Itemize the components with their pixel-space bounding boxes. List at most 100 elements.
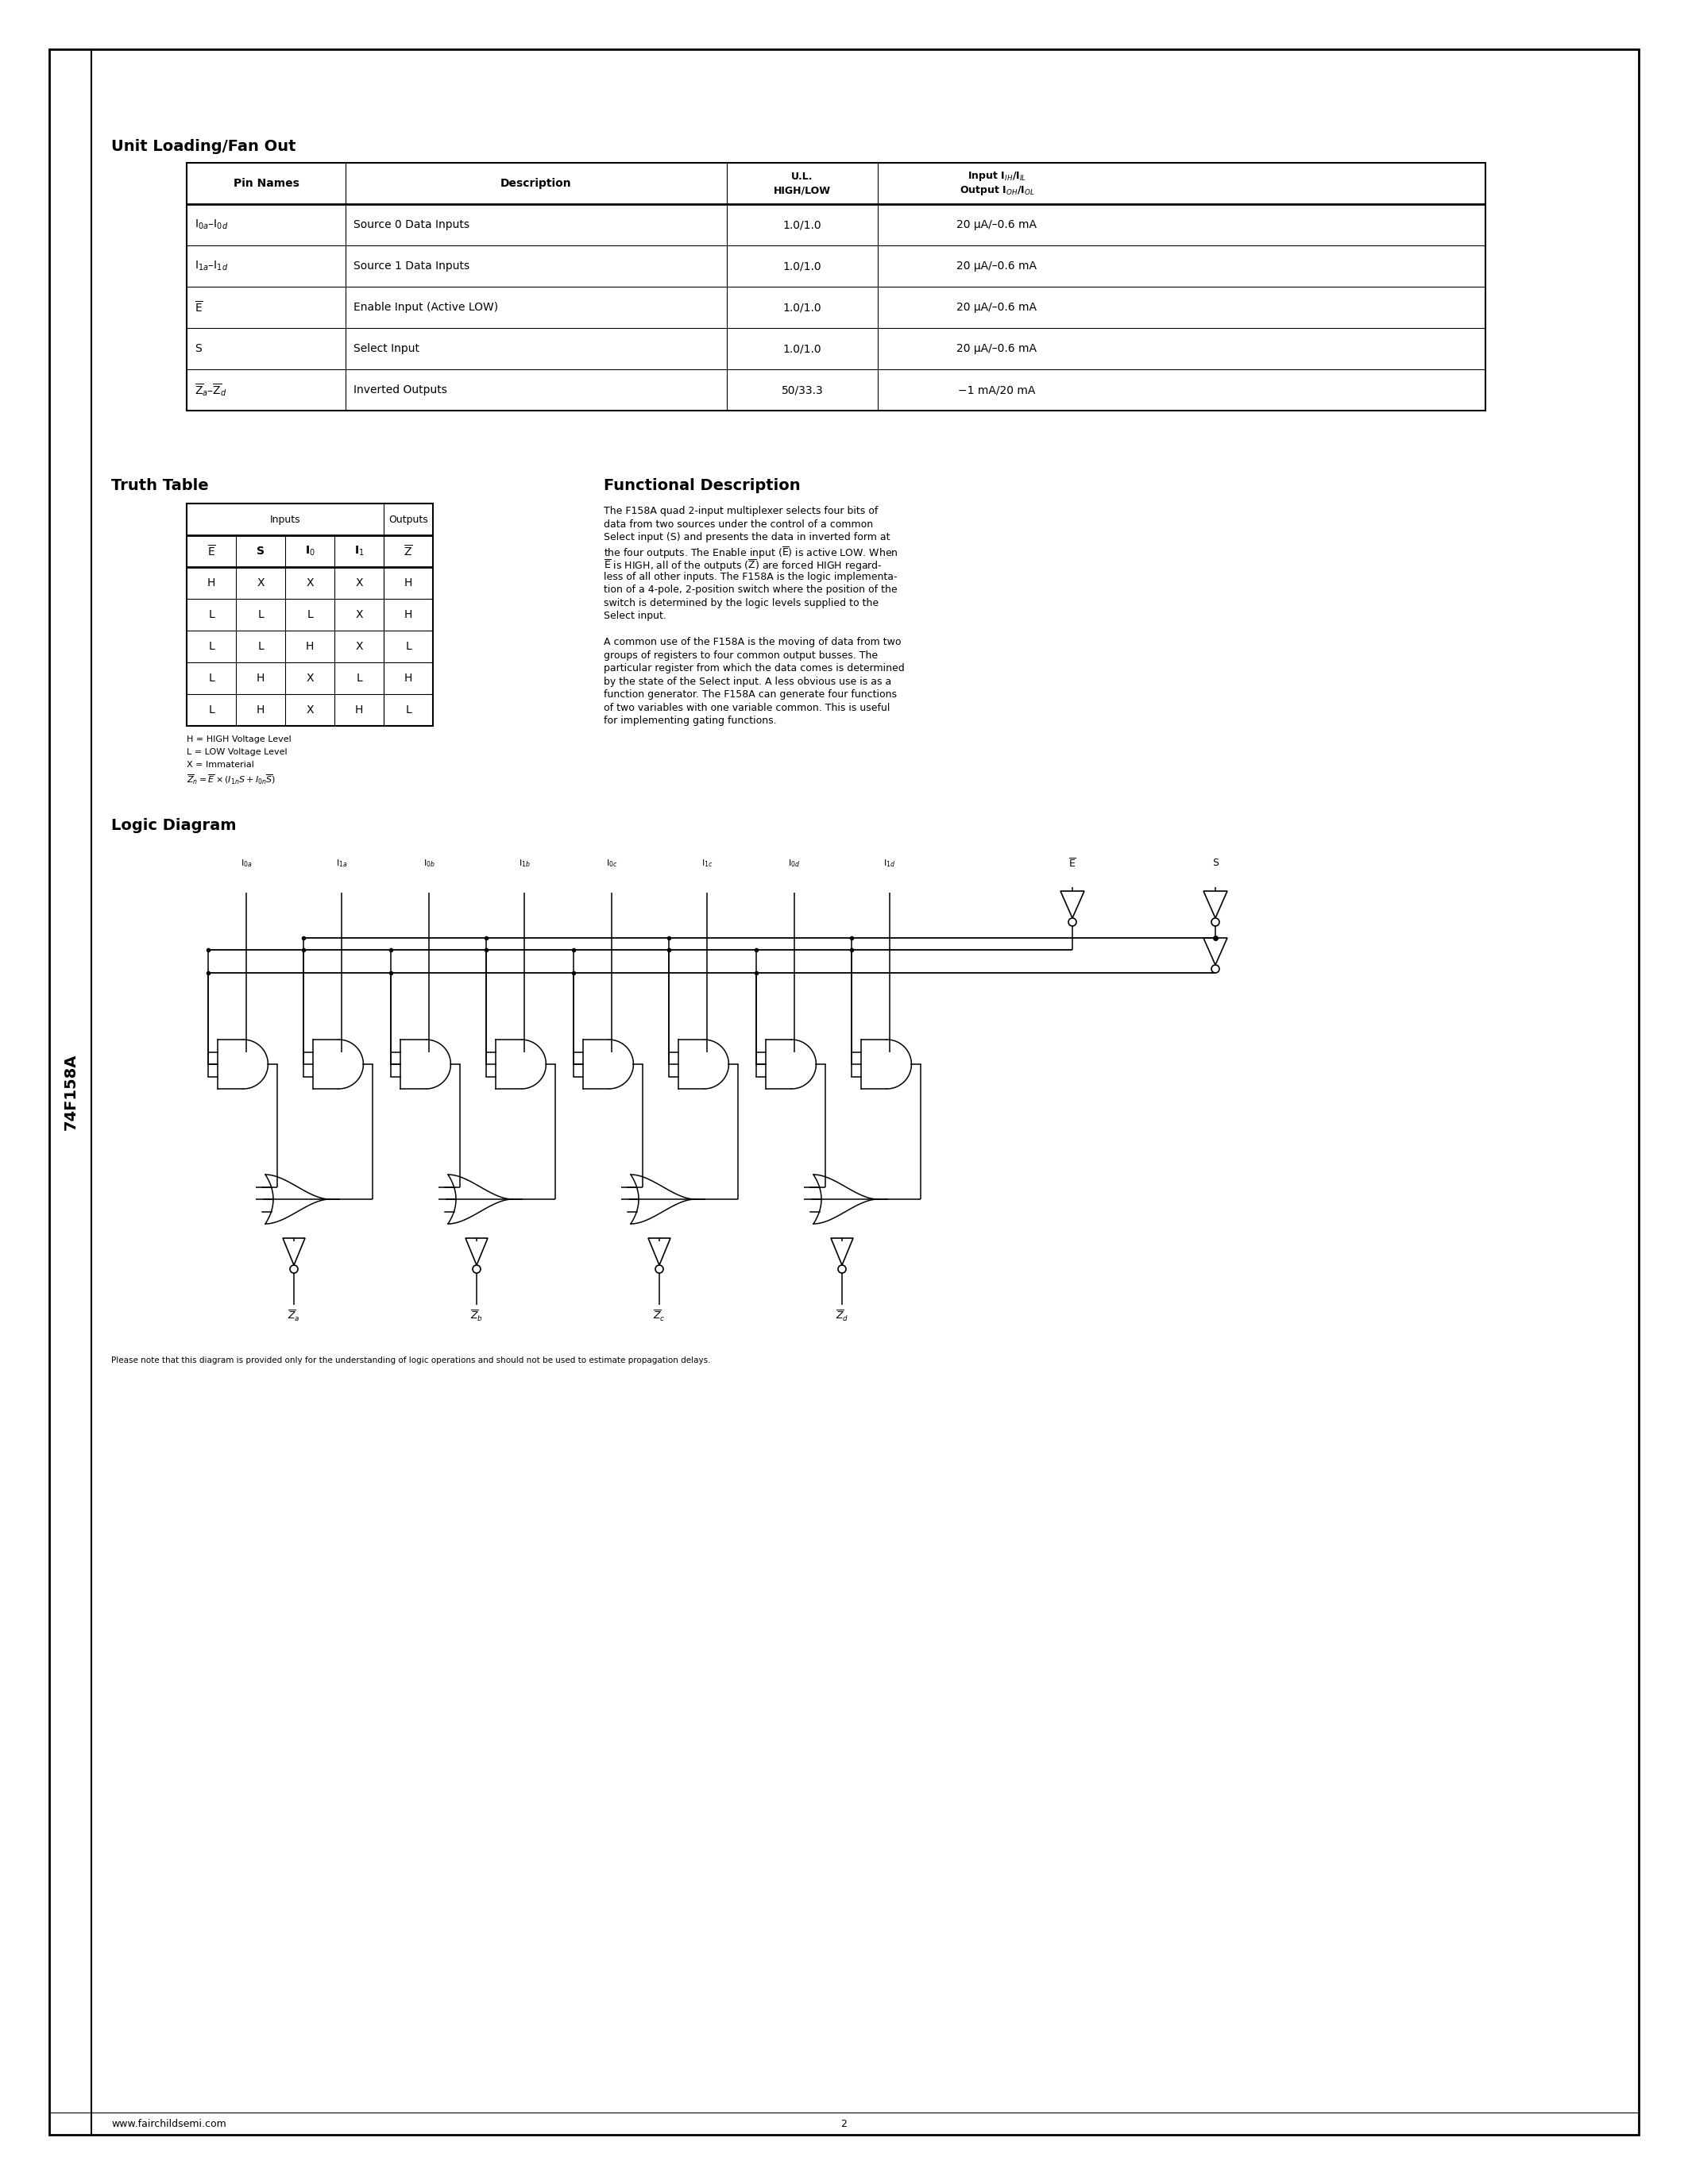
Text: $\overline{Z}_d$: $\overline{Z}_d$ bbox=[836, 1308, 849, 1324]
Text: H: H bbox=[257, 673, 265, 684]
Text: 20 μA/–0.6 mA: 20 μA/–0.6 mA bbox=[957, 218, 1036, 229]
Text: Truth Table: Truth Table bbox=[111, 478, 209, 494]
Text: I$_{0b}$: I$_{0b}$ bbox=[424, 858, 436, 869]
Text: $\overline{\mathrm{Z}}$: $\overline{\mathrm{Z}}$ bbox=[403, 544, 414, 559]
Text: I$_1$: I$_1$ bbox=[354, 544, 365, 557]
Text: H = HIGH Voltage Level: H = HIGH Voltage Level bbox=[187, 736, 292, 743]
Text: H: H bbox=[403, 577, 412, 587]
Text: $\overline{Z}_c$: $\overline{Z}_c$ bbox=[653, 1308, 665, 1324]
Text: 20 μA/–0.6 mA: 20 μA/–0.6 mA bbox=[957, 343, 1036, 354]
Text: $\overline{\mathrm{E}}$: $\overline{\mathrm{E}}$ bbox=[208, 544, 216, 559]
Text: I$_{1b}$: I$_{1b}$ bbox=[518, 858, 530, 869]
Text: Logic Diagram: Logic Diagram bbox=[111, 819, 236, 832]
Text: I$_{0d}$: I$_{0d}$ bbox=[788, 858, 800, 869]
Text: Inputs: Inputs bbox=[270, 513, 300, 524]
Text: I$_{0a}$–I$_{0d}$: I$_{0a}$–I$_{0d}$ bbox=[194, 218, 228, 232]
Text: L: L bbox=[258, 609, 263, 620]
Text: Enable Input (Active LOW): Enable Input (Active LOW) bbox=[353, 301, 498, 312]
Text: less of all other inputs. The F158A is the logic implementa-: less of all other inputs. The F158A is t… bbox=[604, 572, 898, 581]
Text: Unit Loading/Fan Out: Unit Loading/Fan Out bbox=[111, 140, 295, 155]
Text: data from two sources under the control of a common: data from two sources under the control … bbox=[604, 520, 873, 529]
Text: I$_{1a}$: I$_{1a}$ bbox=[336, 858, 348, 869]
Text: L: L bbox=[258, 640, 263, 653]
Text: S: S bbox=[257, 546, 265, 557]
Text: X = Immaterial: X = Immaterial bbox=[187, 760, 255, 769]
Text: L: L bbox=[307, 609, 312, 620]
Text: L: L bbox=[356, 673, 363, 684]
Text: 20 μA/–0.6 mA: 20 μA/–0.6 mA bbox=[957, 260, 1036, 271]
Text: 1.0/1.0: 1.0/1.0 bbox=[783, 301, 822, 312]
Text: particular register from which the data comes is determined: particular register from which the data … bbox=[604, 664, 905, 673]
Text: Outputs: Outputs bbox=[388, 513, 429, 524]
Text: $\overline{\mathrm{Z}}_a$–$\overline{\mathrm{Z}}_d$: $\overline{\mathrm{Z}}_a$–$\overline{\ma… bbox=[194, 382, 228, 397]
Text: H: H bbox=[208, 577, 216, 587]
Text: 20 μA/–0.6 mA: 20 μA/–0.6 mA bbox=[957, 301, 1036, 312]
Text: $\overline{Z}_b$: $\overline{Z}_b$ bbox=[471, 1308, 483, 1324]
Bar bbox=[187, 505, 432, 725]
Text: The F158A quad 2-input multiplexer selects four bits of: The F158A quad 2-input multiplexer selec… bbox=[604, 507, 878, 515]
Text: U.L.: U.L. bbox=[792, 170, 814, 181]
Text: H: H bbox=[354, 705, 363, 716]
Text: Description: Description bbox=[501, 177, 572, 190]
Text: Input I$_{IH}$/I$_{IL}$: Input I$_{IH}$/I$_{IL}$ bbox=[967, 170, 1026, 183]
Text: HIGH/LOW: HIGH/LOW bbox=[773, 186, 830, 197]
Text: L: L bbox=[208, 640, 214, 653]
Text: I$_0$: I$_0$ bbox=[306, 544, 316, 557]
Text: Select input.: Select input. bbox=[604, 612, 667, 620]
Text: by the state of the Select input. A less obvious use is as a: by the state of the Select input. A less… bbox=[604, 677, 891, 686]
Text: $\overline{Z}_n = \overline{E} \times (I_{1n}S + I_{0n}\overline{S})$: $\overline{Z}_n = \overline{E} \times (I… bbox=[187, 773, 275, 786]
Text: switch is determined by the logic levels supplied to the: switch is determined by the logic levels… bbox=[604, 598, 879, 607]
Text: 1.0/1.0: 1.0/1.0 bbox=[783, 343, 822, 354]
Text: H: H bbox=[403, 673, 412, 684]
Text: H: H bbox=[257, 705, 265, 716]
Text: $\overline{\mathrm{E}}$ is HIGH, all of the outputs ($\overline{\mathrm{Z}}$) ar: $\overline{\mathrm{E}}$ is HIGH, all of … bbox=[604, 559, 883, 574]
Text: X: X bbox=[354, 640, 363, 653]
Text: 1.0/1.0: 1.0/1.0 bbox=[783, 218, 822, 229]
Text: Select Input: Select Input bbox=[353, 343, 419, 354]
Text: 2: 2 bbox=[841, 2118, 847, 2129]
Text: tion of a 4-pole, 2-position switch where the position of the: tion of a 4-pole, 2-position switch wher… bbox=[604, 585, 898, 594]
Text: Pin Names: Pin Names bbox=[233, 177, 299, 190]
Text: X: X bbox=[306, 577, 314, 587]
Text: the four outputs. The Enable input ($\overline{\mathrm{E}}$) is active LOW. When: the four outputs. The Enable input ($\ov… bbox=[604, 546, 898, 561]
Text: A common use of the F158A is the moving of data from two: A common use of the F158A is the moving … bbox=[604, 638, 901, 646]
Text: I$_{1c}$: I$_{1c}$ bbox=[701, 858, 712, 869]
Text: L: L bbox=[405, 640, 412, 653]
Text: www.fairchildsemi.com: www.fairchildsemi.com bbox=[111, 2118, 226, 2129]
Text: Inverted Outputs: Inverted Outputs bbox=[353, 384, 447, 395]
Text: H: H bbox=[306, 640, 314, 653]
Text: Source 1 Data Inputs: Source 1 Data Inputs bbox=[353, 260, 469, 271]
Text: Functional Description: Functional Description bbox=[604, 478, 800, 494]
Text: function generator. The F158A can generate four functions: function generator. The F158A can genera… bbox=[604, 690, 896, 699]
Text: X: X bbox=[354, 577, 363, 587]
Text: $\overline{\mathrm{E}}$: $\overline{\mathrm{E}}$ bbox=[1069, 858, 1077, 869]
Text: L: L bbox=[208, 673, 214, 684]
Text: for implementing gating functions.: for implementing gating functions. bbox=[604, 716, 776, 725]
Text: L: L bbox=[405, 705, 412, 716]
Text: I$_{0c}$: I$_{0c}$ bbox=[606, 858, 618, 869]
Text: S: S bbox=[1212, 858, 1219, 867]
Text: −1 mA/20 mA: −1 mA/20 mA bbox=[959, 384, 1036, 395]
Text: L: L bbox=[208, 705, 214, 716]
Text: I$_{1d}$: I$_{1d}$ bbox=[883, 858, 896, 869]
Text: H: H bbox=[403, 609, 412, 620]
Text: Please note that this diagram is provided only for the understanding of logic op: Please note that this diagram is provide… bbox=[111, 1356, 711, 1365]
Text: of two variables with one variable common. This is useful: of two variables with one variable commo… bbox=[604, 703, 890, 712]
Text: Select input (S) and presents the data in inverted form at: Select input (S) and presents the data i… bbox=[604, 533, 890, 542]
Text: 50/33.3: 50/33.3 bbox=[782, 384, 824, 395]
Text: I$_{0a}$: I$_{0a}$ bbox=[240, 858, 252, 869]
Text: L: L bbox=[208, 609, 214, 620]
Text: $\overline{\mathrm{E}}$: $\overline{\mathrm{E}}$ bbox=[194, 299, 203, 314]
Bar bbox=[187, 164, 1485, 411]
Text: 1.0/1.0: 1.0/1.0 bbox=[783, 260, 822, 271]
Text: groups of registers to four common output busses. The: groups of registers to four common outpu… bbox=[604, 651, 878, 660]
Text: Source 0 Data Inputs: Source 0 Data Inputs bbox=[353, 218, 469, 229]
Text: Output I$_{OH}$/I$_{OL}$: Output I$_{OH}$/I$_{OL}$ bbox=[959, 183, 1035, 197]
Text: 74F158A: 74F158A bbox=[62, 1053, 78, 1131]
Text: L = LOW Voltage Level: L = LOW Voltage Level bbox=[187, 749, 287, 756]
Text: X: X bbox=[257, 577, 265, 587]
Text: $\overline{Z}_a$: $\overline{Z}_a$ bbox=[287, 1308, 300, 1324]
Text: X: X bbox=[306, 705, 314, 716]
Text: X: X bbox=[354, 609, 363, 620]
Text: I$_{1a}$–I$_{1d}$: I$_{1a}$–I$_{1d}$ bbox=[194, 260, 228, 273]
